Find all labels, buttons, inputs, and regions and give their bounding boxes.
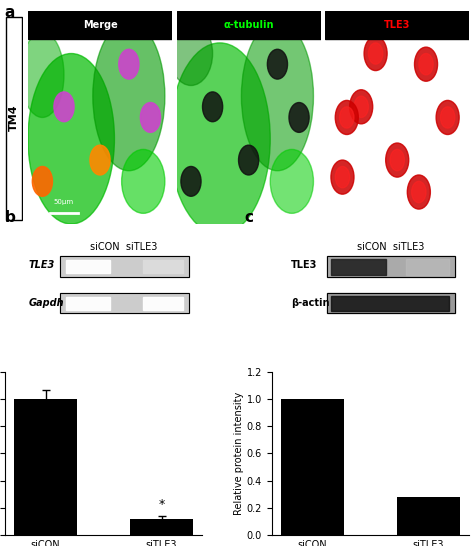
- Text: b: b: [5, 210, 16, 225]
- Bar: [325, 11, 469, 39]
- Text: TM4: TM4: [9, 104, 19, 131]
- Ellipse shape: [335, 167, 350, 188]
- Bar: [327, 256, 456, 277]
- Ellipse shape: [202, 92, 223, 122]
- Text: siCON  siTLE3: siCON siTLE3: [356, 242, 424, 252]
- Bar: [331, 296, 449, 311]
- Ellipse shape: [414, 47, 438, 81]
- Text: 50μm: 50μm: [54, 199, 74, 205]
- Ellipse shape: [54, 92, 74, 122]
- Ellipse shape: [331, 160, 354, 194]
- Ellipse shape: [21, 32, 64, 117]
- Text: Merge: Merge: [82, 20, 118, 30]
- Bar: [331, 259, 386, 275]
- Text: Gapdh: Gapdh: [28, 298, 64, 308]
- Ellipse shape: [238, 145, 259, 175]
- Text: c: c: [244, 210, 253, 225]
- Ellipse shape: [90, 145, 110, 175]
- Ellipse shape: [368, 43, 383, 64]
- Text: siCON  siTLE3: siCON siTLE3: [90, 242, 157, 252]
- Ellipse shape: [339, 107, 354, 128]
- Ellipse shape: [440, 107, 455, 128]
- Text: a: a: [5, 5, 15, 20]
- Bar: [143, 260, 182, 274]
- Ellipse shape: [169, 22, 213, 86]
- Ellipse shape: [436, 100, 459, 134]
- Bar: [143, 297, 182, 310]
- Bar: [327, 256, 456, 277]
- Bar: [14, 399, 77, 535]
- Ellipse shape: [407, 175, 430, 209]
- Bar: [327, 293, 456, 313]
- Text: TLE3: TLE3: [292, 260, 318, 270]
- Ellipse shape: [140, 103, 161, 132]
- Ellipse shape: [419, 54, 433, 75]
- Bar: [327, 293, 456, 313]
- Ellipse shape: [364, 37, 387, 70]
- Bar: [397, 497, 460, 535]
- Bar: [28, 11, 172, 39]
- Ellipse shape: [181, 167, 201, 197]
- Text: *: *: [158, 497, 164, 511]
- Bar: [130, 519, 193, 535]
- Ellipse shape: [119, 49, 139, 79]
- Ellipse shape: [390, 150, 404, 171]
- Bar: [66, 260, 109, 274]
- Text: α-tubulin: α-tubulin: [223, 20, 274, 30]
- Ellipse shape: [270, 150, 313, 213]
- Ellipse shape: [354, 96, 368, 117]
- Ellipse shape: [335, 100, 358, 134]
- Ellipse shape: [267, 49, 288, 79]
- Bar: [60, 293, 189, 313]
- Bar: [406, 259, 449, 275]
- Ellipse shape: [386, 143, 409, 177]
- Ellipse shape: [241, 22, 313, 171]
- Bar: [177, 11, 321, 39]
- Ellipse shape: [411, 181, 426, 203]
- Bar: [60, 256, 189, 277]
- Ellipse shape: [93, 22, 165, 171]
- Ellipse shape: [28, 54, 114, 224]
- Y-axis label: Relative protein intensity: Relative protein intensity: [234, 392, 244, 515]
- FancyBboxPatch shape: [6, 17, 22, 219]
- Text: β-actin: β-actin: [292, 298, 330, 308]
- Bar: [281, 399, 344, 535]
- Ellipse shape: [169, 43, 270, 235]
- Bar: [60, 293, 189, 313]
- Ellipse shape: [32, 167, 53, 197]
- Text: TLE3: TLE3: [28, 260, 55, 270]
- Bar: [60, 256, 189, 277]
- Text: TLE3: TLE3: [384, 20, 410, 30]
- Ellipse shape: [350, 90, 373, 124]
- Ellipse shape: [289, 103, 309, 132]
- Ellipse shape: [122, 150, 165, 213]
- Bar: [66, 297, 109, 310]
